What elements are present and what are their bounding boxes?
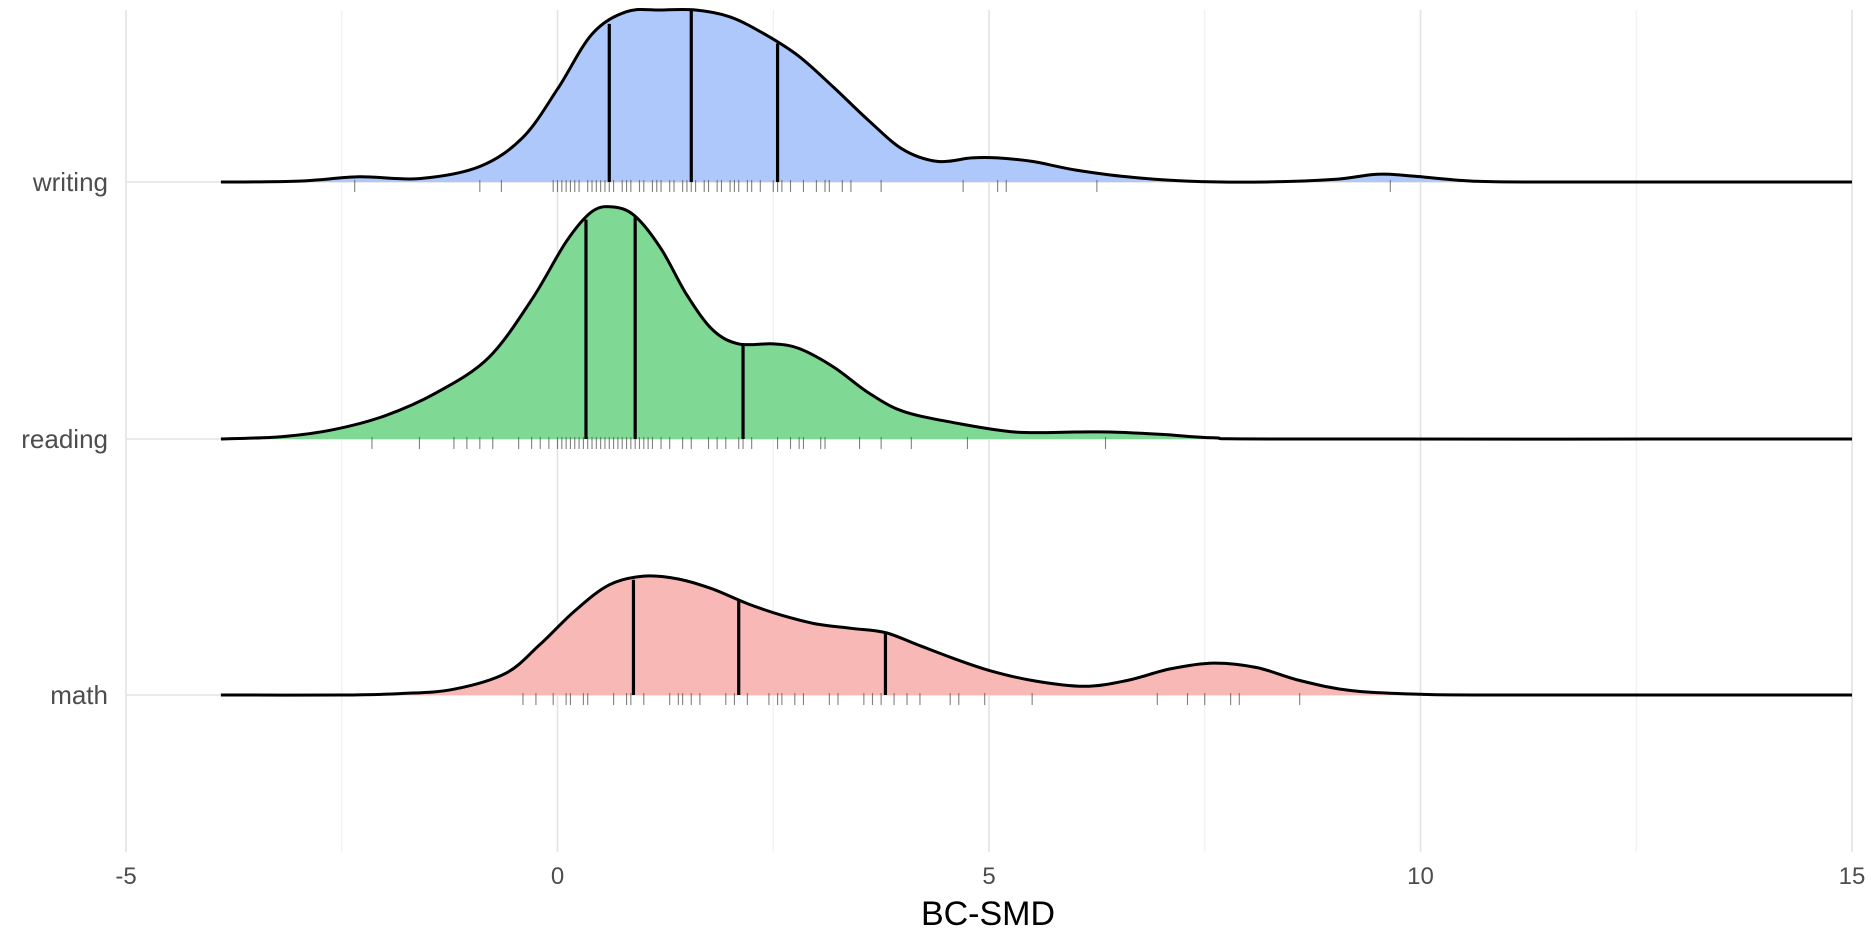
density-area-reading	[220, 206, 1852, 440]
x-tick-label: 0	[551, 863, 564, 890]
x-tick-label: 5	[982, 863, 995, 890]
category-label-math: math	[50, 680, 108, 710]
category-label-reading: reading	[21, 424, 108, 454]
x-axis-ticks: -5 0 5 10 15	[115, 863, 1865, 890]
ridge-reading	[220, 205, 1853, 449]
density-area-math	[220, 575, 1852, 696]
x-tick-label: 10	[1407, 863, 1434, 890]
ridges	[220, 7, 1853, 705]
density-outline-reading	[220, 205, 1853, 441]
density-area-writing	[220, 9, 1852, 183]
ridge-math	[220, 574, 1853, 705]
ridge-writing	[220, 7, 1853, 192]
category-labels: writing reading math	[21, 167, 108, 710]
x-tick-label: 15	[1839, 863, 1866, 890]
density-outline-writing	[220, 7, 1853, 184]
density-outline-math	[220, 574, 1853, 697]
category-label-writing: writing	[32, 167, 108, 197]
x-tick-label: -5	[115, 863, 136, 890]
x-axis-title: BC-SMD	[921, 895, 1055, 933]
